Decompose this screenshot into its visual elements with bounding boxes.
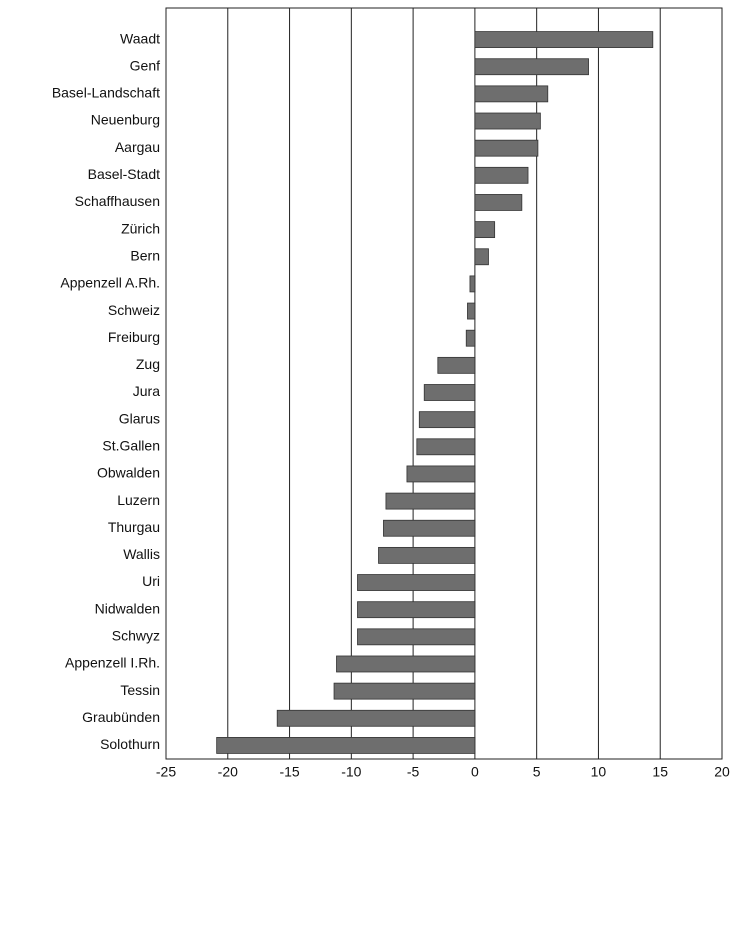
- bar: [474, 31, 654, 48]
- bar: [216, 737, 476, 754]
- y-tick-label: Waadt: [120, 30, 160, 46]
- x-tick-label: 5: [533, 764, 541, 780]
- bar: [357, 574, 476, 591]
- bar: [469, 275, 476, 293]
- y-tick-label: Uri: [142, 573, 160, 589]
- y-tick-label: Zürich: [121, 220, 160, 236]
- bar: [474, 221, 496, 239]
- y-tick-label: Nidwalden: [95, 600, 160, 616]
- y-tick-label: Neuenburg: [91, 112, 160, 128]
- y-tick-label: Solothurn: [100, 736, 160, 752]
- x-tick-label: 15: [652, 764, 668, 780]
- x-tick-label: 10: [591, 764, 607, 780]
- bar: [467, 302, 476, 320]
- y-tick-label: Jura: [133, 383, 160, 399]
- plot-frame: [165, 7, 723, 760]
- x-tick-label: -25: [156, 764, 176, 780]
- bar: [465, 329, 476, 347]
- bar: [474, 85, 549, 103]
- bar: [437, 356, 476, 374]
- x-tick-label: -15: [279, 764, 299, 780]
- y-tick-label: Bern: [130, 247, 160, 263]
- y-tick-label: Wallis: [123, 546, 160, 562]
- bar: [416, 438, 476, 456]
- bar: [474, 112, 541, 130]
- y-tick-label: Schwyz: [112, 628, 160, 644]
- y-tick-label: Schaffhausen: [75, 193, 160, 209]
- y-tick-label: Appenzell A.Rh.: [60, 275, 160, 291]
- x-tick-label: 20: [714, 764, 730, 780]
- y-tick-label: St.Gallen: [102, 437, 160, 453]
- y-tick-label: Aargau: [115, 139, 160, 155]
- bar: [357, 628, 476, 646]
- bar: [418, 411, 476, 429]
- y-tick-label: Basel-Stadt: [88, 166, 160, 182]
- x-tick-label: -20: [218, 764, 238, 780]
- bar: [474, 139, 539, 157]
- y-tick-label: Thurgau: [108, 519, 160, 535]
- bar: [336, 655, 476, 673]
- bar: [276, 709, 476, 727]
- y-tick-label: Tessin: [120, 682, 160, 698]
- y-tick-label: Glarus: [119, 410, 160, 426]
- y-tick-label: Schweiz: [108, 302, 160, 318]
- x-tick-label: -10: [341, 764, 361, 780]
- bar: [474, 248, 489, 266]
- y-tick-label: Luzern: [117, 492, 160, 508]
- bar: [474, 194, 523, 211]
- x-tick-label: -5: [407, 764, 420, 780]
- y-tick-label: Genf: [130, 57, 160, 73]
- bar: [406, 465, 476, 483]
- y-tick-label: Freiburg: [108, 329, 160, 345]
- bar: [474, 166, 529, 184]
- y-tick-label: Graubünden: [82, 709, 160, 725]
- bar: [383, 519, 476, 537]
- y-tick-label: Appenzell I.Rh.: [65, 655, 160, 671]
- y-tick-label: Obwalden: [97, 465, 160, 481]
- bar: [333, 682, 476, 700]
- y-tick-label: Zug: [136, 356, 160, 372]
- bar: [385, 492, 476, 510]
- bar: [357, 601, 476, 619]
- x-tick-label: 0: [471, 764, 479, 780]
- bar: [423, 384, 476, 401]
- bar: [378, 546, 476, 564]
- y-tick-label: Basel-Landschaft: [52, 85, 160, 101]
- bar: [474, 58, 589, 76]
